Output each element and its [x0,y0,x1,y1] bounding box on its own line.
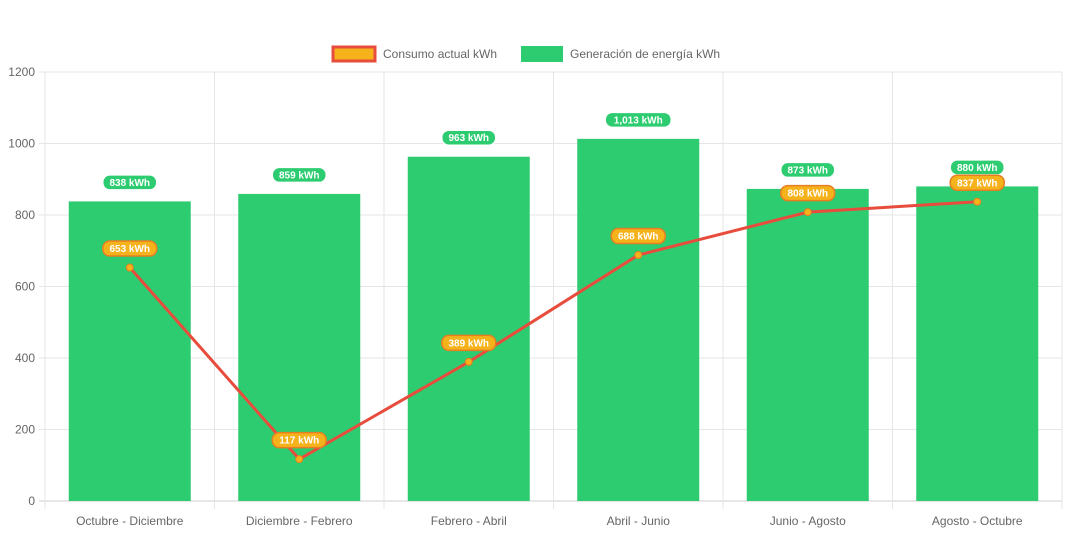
data-label-consumo-text: 808 kWh [787,189,828,200]
bar-generacion [577,138,700,502]
data-label-generacion: 1,013 kWh [604,111,672,129]
data-label-consumo-bg [441,334,497,352]
data-label-consumo-text: 389 kWh [448,338,489,349]
grid-layer [39,71,1063,509]
legend-label-generacion: Generación de energía kWh [570,47,720,61]
data-label-generacion-text: 859 kWh [279,170,320,181]
point-consumo [295,455,304,464]
data-label-generacion-bg [780,161,836,179]
legend-swatch-generacion [521,46,563,62]
data-label-generacion-text: 963 kWh [448,133,489,144]
data-label-generacion-bg [604,111,672,129]
y-tick-label: 800 [15,208,35,222]
line-consumo [128,200,978,461]
data-label-consumo-text: 117 kWh [279,436,319,447]
bar-generacion [407,156,530,502]
x-tick-label: Octubre - Diciembre [76,514,184,528]
y-tick-label: 1000 [8,137,35,151]
data-label-consumo-bg [271,431,327,449]
point-consumo [803,208,812,217]
y-tick-label: 600 [15,280,35,294]
data-label-consumo-bg [949,174,1005,192]
axis-layer: 0 200 400 600 800 1000 1200 Octubre - Diciembre… [8,65,1023,528]
point-consumo [125,263,134,272]
data-label-consumo-bg [102,240,158,257]
bar-generacion [238,193,361,501]
data-label-consumo-text: 837 kWh [957,178,998,189]
bars-layer [68,138,1039,502]
legend-label-consumo: Consumo actual kWh [383,47,497,61]
legend: Consumo actual kWh Generación de energía… [331,45,720,63]
x-tick-label: Febrero - Abril [431,514,507,528]
data-label-generacion: 859 kWh [271,166,327,184]
data-label-consumo: 653 kWh [102,240,158,257]
data-label-generacion: 963 kWh [441,129,497,146]
y-tick-label: 200 [15,423,35,437]
data-label-generacion-text: 1,013 kWh [614,115,663,126]
data-label-consumo-bg [780,184,836,202]
legend-swatch-consumo [331,45,377,63]
legend-item-generacion[interactable]: Generación de energía kWh [521,46,720,62]
bar-generacion [746,188,869,501]
x-tick-label: Diciembre - Febrero [246,514,353,528]
x-tick-label: Agosto - Octubre [932,514,1023,528]
point-consumo [464,357,473,366]
data-label-generacion: 873 kWh [780,161,836,179]
y-tick-label: 0 [28,494,35,508]
data-label-consumo-text: 688 kWh [618,232,659,243]
data-label-consumo: 837 kWh [949,174,1005,192]
legend-item-consumo[interactable]: Consumo actual kWh [331,45,497,63]
data-label-generacion-bg [271,166,327,184]
data-label-consumo-bg [610,227,666,245]
data-label-consumo: 808 kWh [780,184,836,202]
data-label-consumo: 688 kWh [610,227,666,245]
data-label-generacion: 838 kWh [102,174,158,191]
data-label-generacion-text: 880 kWh [957,163,998,174]
y-tick-label: 400 [15,351,35,365]
bar-generacion [916,186,1039,501]
labels-layer: 838 kWh 859 kWh 963 kWh 1,013 kWh 873 kWh 880… [102,111,1005,449]
point-consumo [634,251,643,260]
data-label-consumo: 389 kWh [441,334,497,352]
data-label-generacion-bg [102,174,158,191]
data-label-generacion: 880 kWh [949,159,1005,176]
point-consumo [973,197,982,206]
x-tick-label: Abril - Junio [607,514,671,528]
data-label-generacion-text: 873 kWh [787,165,828,176]
data-label-generacion-text: 838 kWh [109,178,150,189]
y-tick-label: 1200 [8,65,35,79]
line-layer [125,197,982,464]
data-label-consumo-text: 653 kWh [109,244,150,255]
data-label-consumo: 117 kWh [271,431,327,449]
x-tick-label: Junio - Agosto [770,514,846,528]
data-label-generacion-bg [441,129,497,146]
